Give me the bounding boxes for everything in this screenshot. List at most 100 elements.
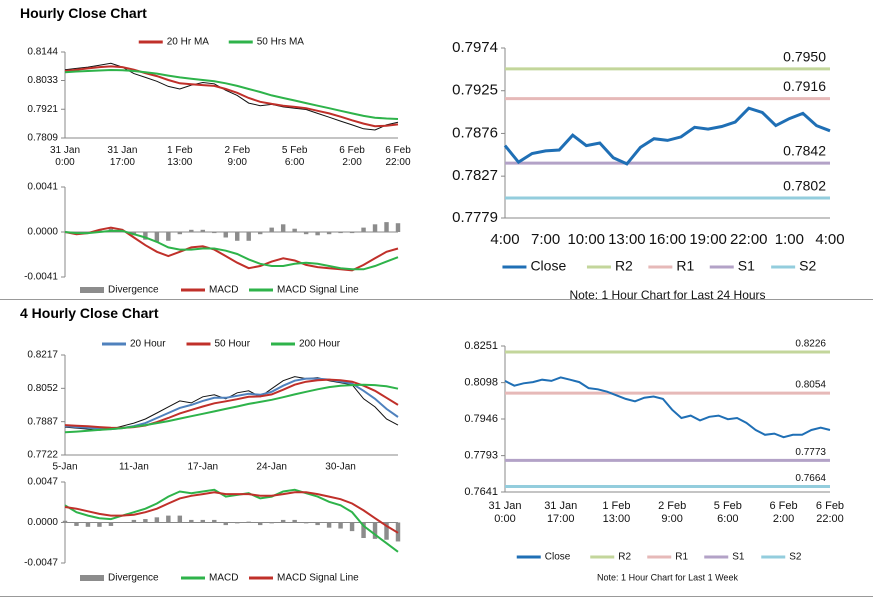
y-tick-label: 0.7887 [27, 416, 58, 427]
bar [235, 232, 240, 241]
bar [246, 232, 251, 241]
y-tick-label: 0.8052 [27, 383, 58, 394]
legend-label: Divergence [108, 573, 159, 584]
bar [338, 522, 343, 529]
legend-label: MACD Signal Line [277, 573, 359, 584]
bar [246, 521, 251, 523]
x-tick-label: 31 Jan 0:00 [50, 145, 80, 168]
bar [292, 519, 297, 523]
legend-label: 20 Hour [130, 339, 166, 350]
y-tick-label: 0.7921 [27, 104, 58, 115]
y-tick-label: 0.8251 [464, 340, 498, 352]
x-tick-label: 2 Feb 9:00 [658, 500, 686, 525]
x-tick-label: 13:00 [608, 231, 646, 248]
bar [235, 522, 240, 524]
x-tick-label: 17-Jan [188, 462, 219, 473]
y-tick-label: 0.0041 [27, 182, 58, 193]
legend-label: MACD [209, 285, 238, 296]
note: Note: 1 Hour Chart for Last 24 Hours [569, 288, 765, 302]
level-label: 0.8054 [795, 380, 826, 391]
bar [349, 522, 355, 532]
series-line [64, 488, 399, 553]
y-tick-label: 0.7779 [452, 209, 498, 226]
x-tick-label: 10:00 [567, 231, 605, 248]
y-tick-label: 0.0000 [27, 227, 58, 238]
y-tick-label: 0.7876 [452, 124, 498, 141]
bar [280, 224, 286, 232]
y-tick-label: -0.0047 [24, 558, 58, 569]
bar [177, 232, 183, 235]
note: Note: 1 Hour Chart for Last 1 Week [597, 572, 738, 582]
bar [361, 522, 366, 539]
bar [395, 223, 401, 232]
bar [85, 522, 91, 527]
bar [280, 519, 286, 523]
bar [166, 515, 171, 523]
y-tick-label: -0.0041 [24, 272, 58, 283]
x-tick-label: 6 Feb 22:00 [816, 500, 844, 525]
series-line [64, 378, 399, 429]
bar [372, 522, 378, 539]
x-tick-label: 5 Feb 6:00 [282, 145, 308, 168]
bar [349, 232, 355, 234]
y-tick-label: 0.7809 [27, 133, 58, 144]
y-tick-label: 0.7793 [464, 450, 498, 462]
x-tick-label: 1:00 [775, 231, 804, 248]
y-tick-label: 0.7974 [452, 39, 498, 56]
separator [0, 299, 873, 300]
level-label: 0.7773 [795, 447, 826, 458]
bar [74, 522, 79, 526]
bar [361, 227, 366, 232]
bar [315, 232, 320, 236]
legend-label: S2 [799, 258, 816, 274]
legend-label: MACD Signal Line [277, 285, 359, 296]
bar [269, 522, 274, 524]
y-tick-label: 0.7946 [464, 413, 498, 425]
x-tick-label: 7:00 [531, 231, 560, 248]
section-title: 4 Hourly Close Chart [20, 305, 159, 321]
x-tick-label: 4:00 [815, 231, 844, 248]
bar [189, 229, 194, 232]
level-label: 0.7802 [783, 177, 826, 193]
bar [269, 227, 274, 232]
bar [384, 222, 389, 232]
legend-label: Close [530, 258, 566, 274]
series-line [64, 65, 399, 128]
legend-label: R2 [618, 552, 631, 563]
y-tick-label: 0.0000 [27, 517, 58, 528]
y-tick-label: 0.0047 [27, 477, 58, 488]
bar [223, 522, 228, 526]
legend-label: S2 [789, 552, 802, 563]
bar [326, 232, 332, 235]
legend-label: Divergence [108, 285, 159, 296]
legend-label: 200 Hour [299, 339, 341, 350]
legend-swatch [80, 287, 104, 293]
y-tick-label: 0.8217 [27, 350, 58, 361]
y-tick-label: 0.7925 [452, 82, 498, 99]
x-tick-label: 6 Feb 2:00 [339, 145, 365, 168]
x-tick-label: 19:00 [689, 231, 727, 248]
legend-label: R2 [615, 258, 633, 274]
series-line [64, 229, 399, 271]
section-title: Hourly Close Chart [20, 5, 147, 21]
bar [200, 229, 206, 232]
level-label: 0.7664 [795, 473, 826, 484]
legend-label: R1 [675, 552, 688, 563]
y-tick-label: 0.8144 [27, 47, 58, 58]
bar [326, 522, 332, 528]
x-tick-label: 5-Jan [52, 462, 77, 473]
level-label: 0.7950 [783, 48, 826, 64]
bar [131, 519, 137, 523]
bar [338, 232, 343, 234]
legend-swatch [80, 575, 104, 581]
bar [97, 522, 102, 527]
legend-label: Close [545, 552, 571, 563]
bar [154, 232, 160, 242]
bar [384, 522, 389, 540]
level-label: 0.7916 [783, 78, 826, 94]
bar [315, 522, 320, 526]
bar [120, 522, 125, 523]
y-tick-label: 0.8033 [27, 75, 58, 86]
series-line [64, 383, 399, 434]
